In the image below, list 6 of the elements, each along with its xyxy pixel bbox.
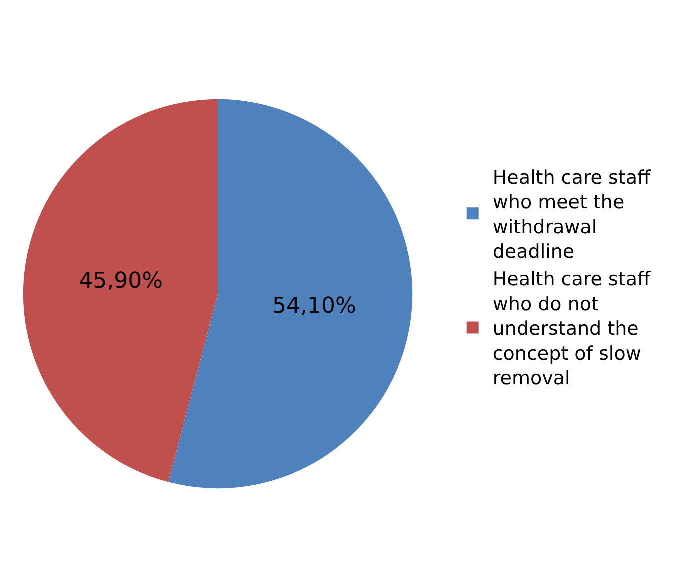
pie-slice — [24, 99, 218, 482]
legend-label: Health care staff who do not understand the concept of slow removal — [492, 268, 652, 390]
data-label: 54,10% — [272, 294, 356, 319]
legend-label: Health care staff who meet the withdrawal deadline — [492, 166, 652, 264]
pie-slice — [168, 99, 412, 489]
data-label: 45,90% — [79, 268, 164, 294]
